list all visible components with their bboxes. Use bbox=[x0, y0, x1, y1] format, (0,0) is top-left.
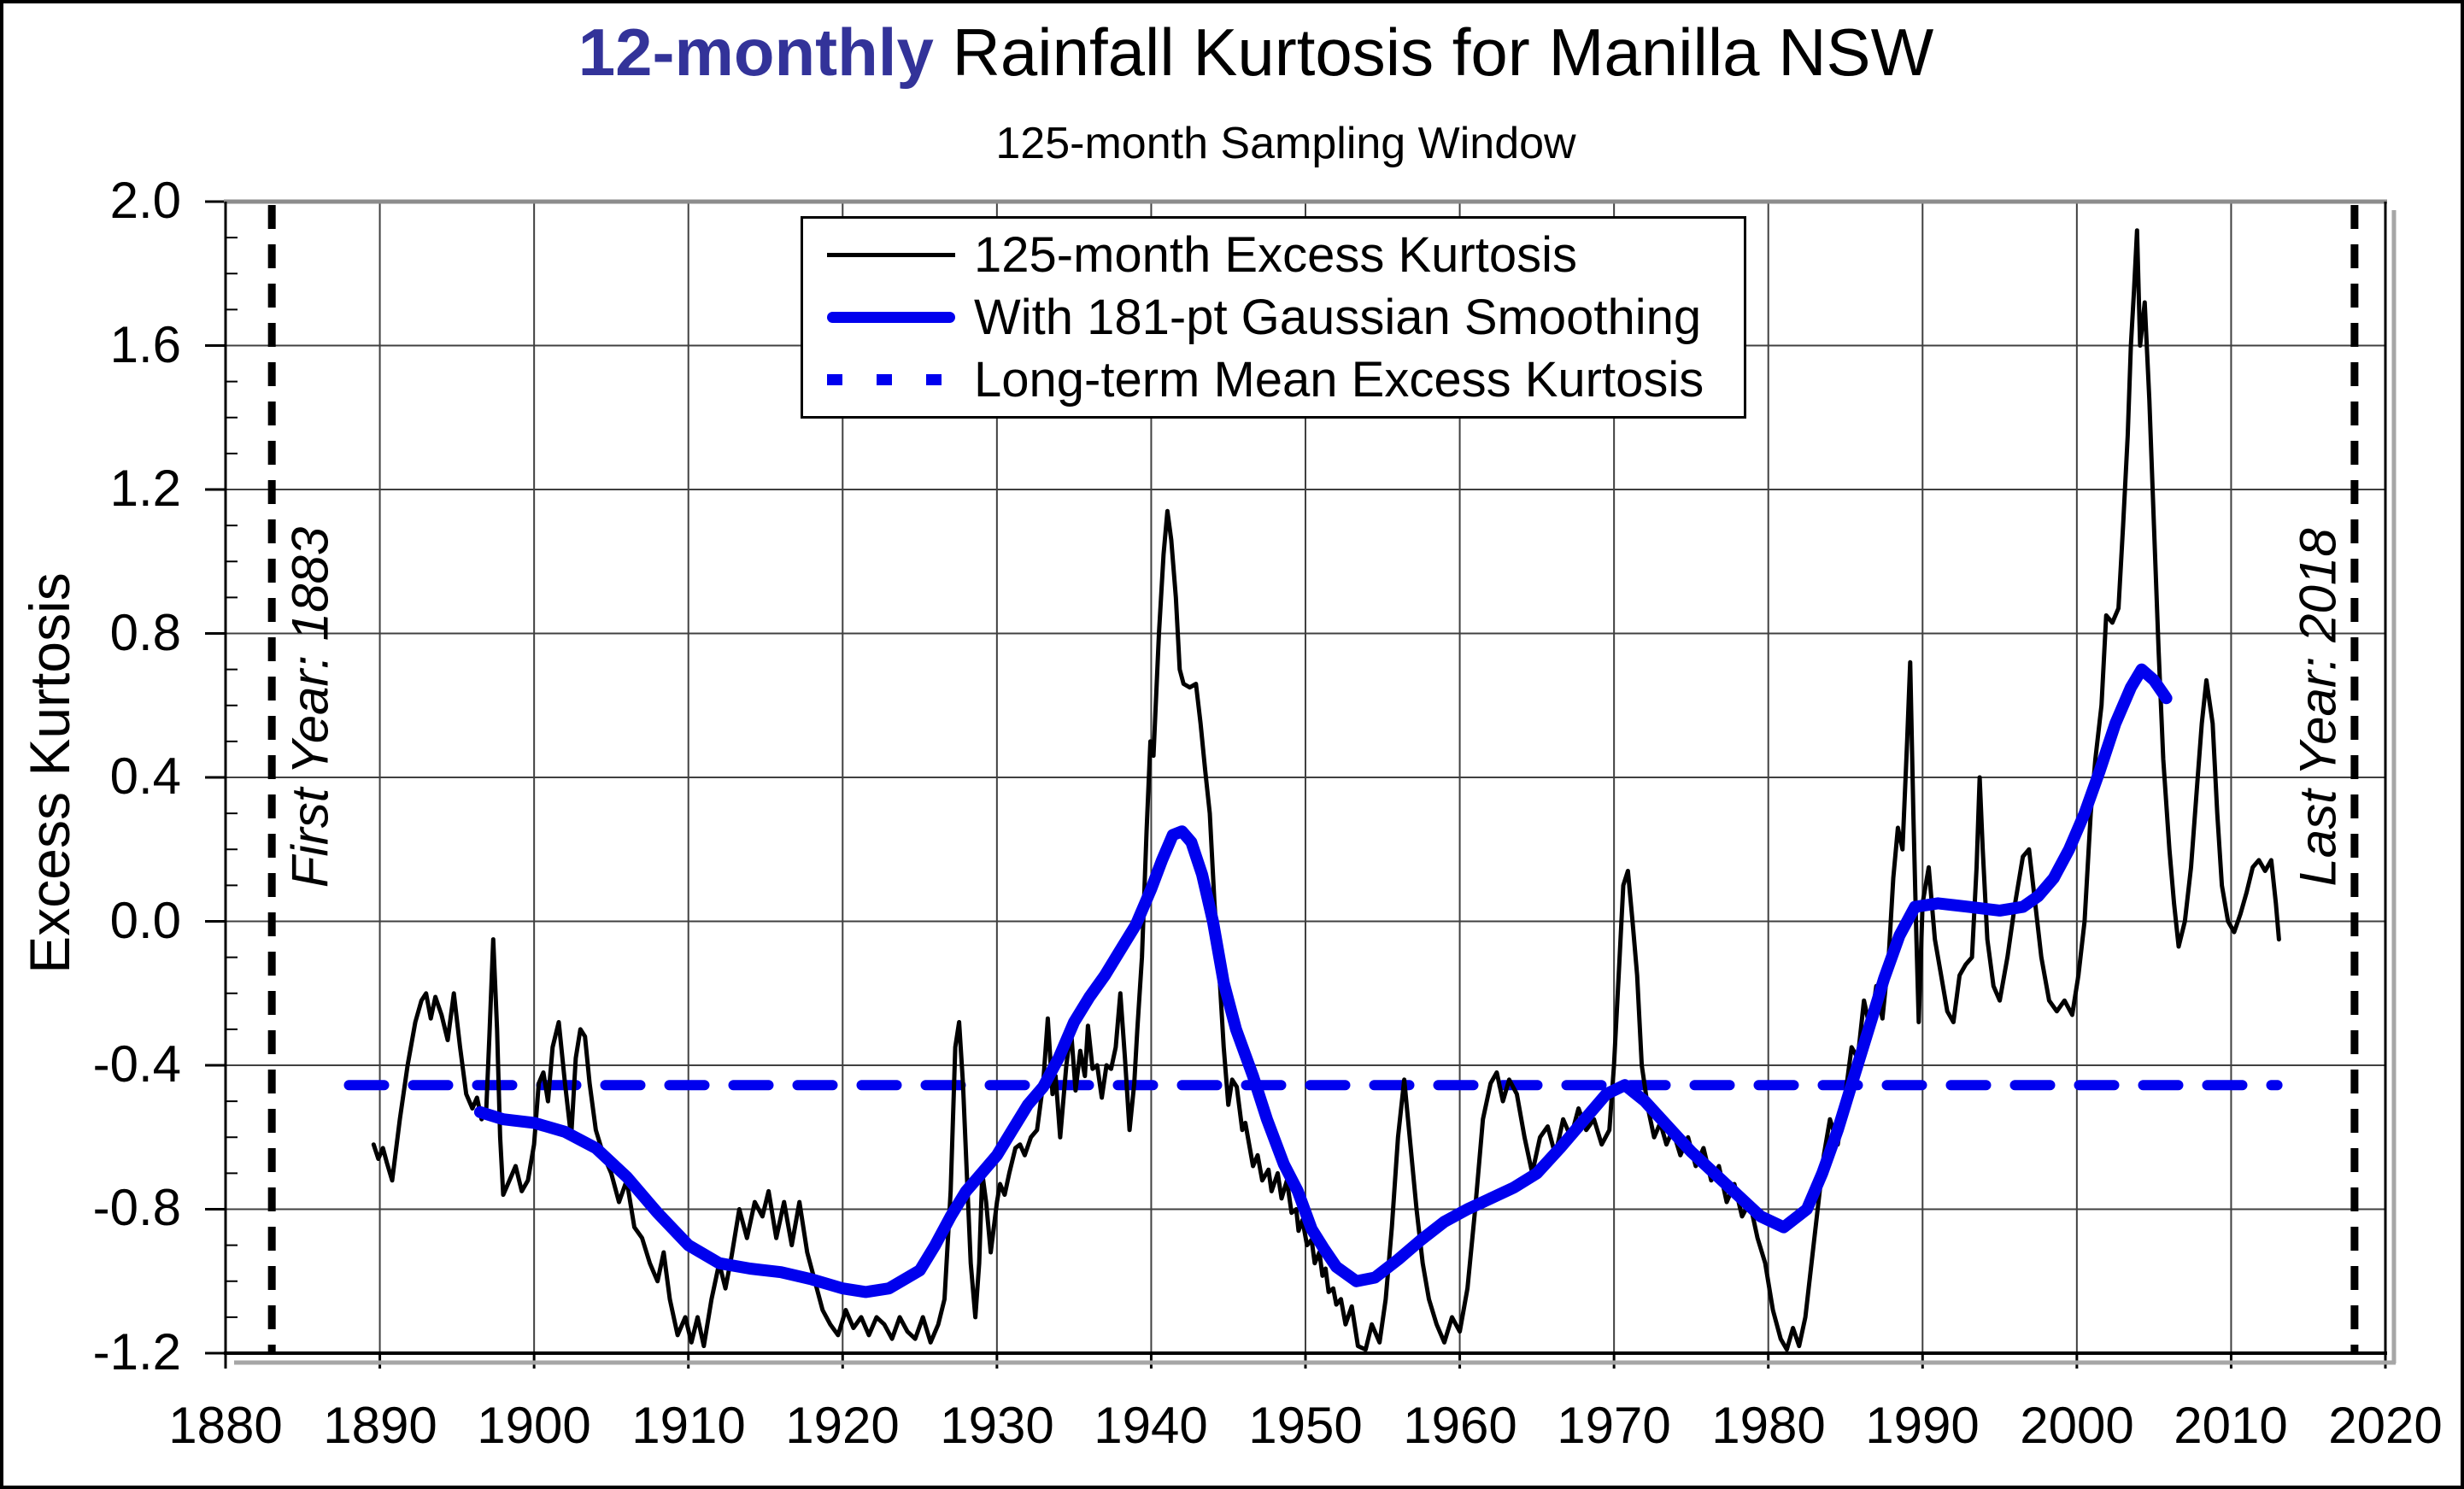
x-tick-label: 1930 bbox=[940, 1397, 1054, 1454]
x-tick-label: 1900 bbox=[477, 1397, 591, 1454]
x-tick-label: 2010 bbox=[2174, 1397, 2288, 1454]
annotation-first-year: First Year: 1883 bbox=[281, 526, 339, 888]
y-tick-label: -0.8 bbox=[92, 1179, 181, 1237]
legend-item: 125-month Excess Kurtosis bbox=[803, 226, 1744, 285]
black-line-swatch-icon bbox=[827, 253, 955, 257]
black-series-line bbox=[371, 228, 2281, 1352]
chart-title: 12-monthly Rainfall Kurtosis for Manilla… bbox=[578, 14, 1933, 91]
legend-item: Long-term Mean Excess Kurtosis bbox=[803, 350, 1744, 410]
blue-dashed-swatch-icon bbox=[827, 374, 955, 385]
y-axis-title: Excess Kurtosis bbox=[18, 572, 81, 974]
x-tick-label: 1960 bbox=[1403, 1397, 1517, 1454]
x-tick-label: 2020 bbox=[2328, 1397, 2443, 1454]
chart-title-rest: Rainfall Kurtosis for Manilla NSW bbox=[933, 15, 1934, 90]
legend-item: With 181-pt Gaussian Smoothing bbox=[803, 288, 1744, 348]
y-tick-label: 1.2 bbox=[109, 460, 181, 518]
x-tick-label: 1950 bbox=[1248, 1397, 1363, 1454]
x-tick-label: 1910 bbox=[631, 1397, 746, 1454]
x-tick-label: 1940 bbox=[1094, 1397, 1208, 1454]
legend-label: With 181-pt Gaussian Smoothing bbox=[974, 290, 1702, 345]
y-tick-label: 2.0 bbox=[109, 172, 181, 230]
y-tick-label: -0.4 bbox=[92, 1035, 181, 1093]
x-tick-label: 1970 bbox=[1557, 1397, 1671, 1454]
y-tick-label: 0.0 bbox=[109, 892, 181, 950]
x-tick-label: 1980 bbox=[1711, 1397, 1826, 1454]
annotation-last-year: Last Year: 2018 bbox=[2289, 528, 2347, 887]
y-tick-label: -1.2 bbox=[92, 1323, 181, 1381]
smoothed-series-line bbox=[473, 663, 2173, 1298]
chart-subtitle: 125-month Sampling Window bbox=[995, 119, 1576, 168]
y-tick-label: 0.4 bbox=[109, 747, 181, 806]
x-tick-label: 1890 bbox=[323, 1397, 437, 1454]
y-tick-label: 1.6 bbox=[109, 316, 181, 374]
x-tick-label: 1990 bbox=[1865, 1397, 1980, 1454]
y-tick-label: 0.8 bbox=[109, 604, 181, 662]
blue-line-swatch-icon bbox=[827, 312, 955, 323]
legend-label: 125-month Excess Kurtosis bbox=[974, 227, 1577, 283]
x-tick-label: 2000 bbox=[2020, 1397, 2134, 1454]
chart-title-highlight: 12-monthly bbox=[578, 15, 934, 90]
legend: 125-month Excess Kurtosis With 181-pt Ga… bbox=[801, 216, 1746, 419]
x-tick-label: 1880 bbox=[168, 1397, 283, 1454]
legend-label: Long-term Mean Excess Kurtosis bbox=[974, 352, 1704, 407]
x-tick-label: 1920 bbox=[785, 1397, 900, 1454]
